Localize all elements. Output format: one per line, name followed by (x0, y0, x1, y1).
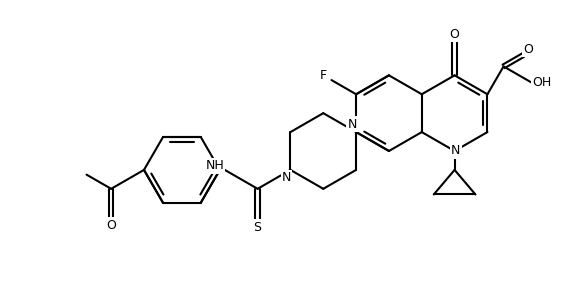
Text: O: O (523, 43, 533, 56)
Text: O: O (450, 28, 460, 41)
Text: N: N (451, 145, 460, 157)
Text: OH: OH (532, 76, 551, 89)
Text: F: F (320, 69, 327, 82)
Text: N: N (347, 118, 357, 131)
Text: O: O (106, 219, 116, 232)
Text: S: S (253, 221, 262, 234)
Text: NH: NH (206, 159, 224, 173)
Text: N: N (282, 171, 291, 184)
